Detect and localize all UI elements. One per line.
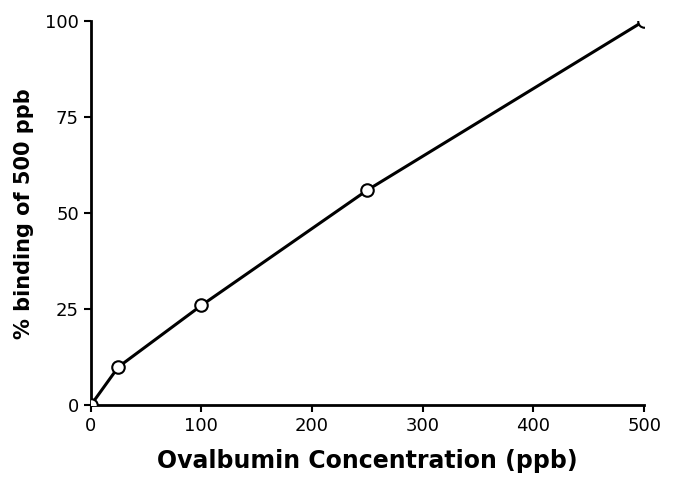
X-axis label: Ovalbumin Concentration (ppb): Ovalbumin Concentration (ppb) bbox=[157, 449, 578, 473]
Y-axis label: % binding of 500 ppb: % binding of 500 ppb bbox=[14, 88, 34, 338]
